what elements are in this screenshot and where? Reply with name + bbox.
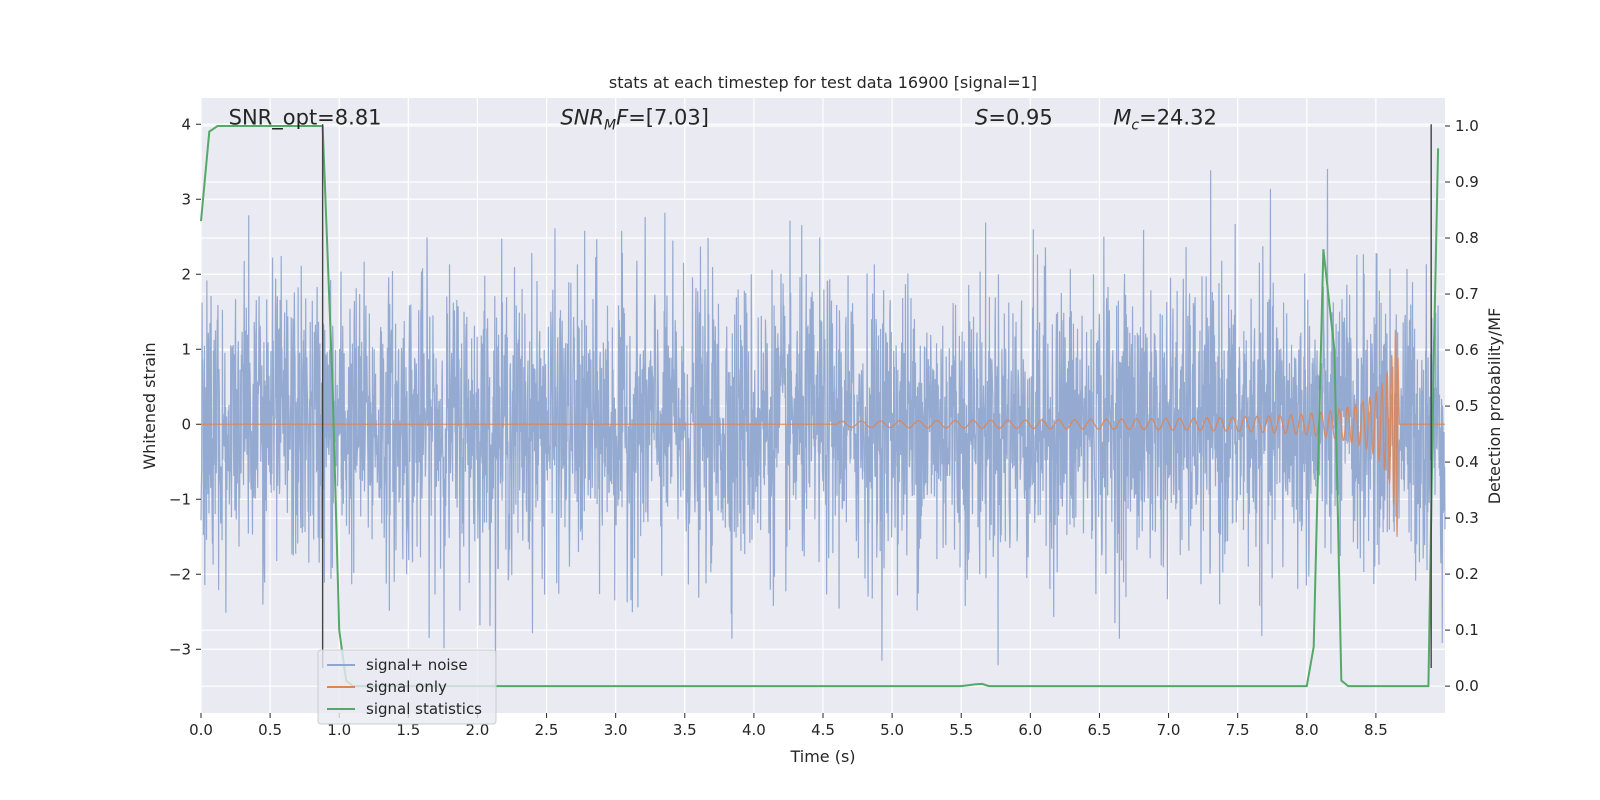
y2-axis-label: Detection probability/MF	[1485, 308, 1504, 505]
x-tick-label: 7.5	[1226, 721, 1250, 739]
y2-tick-label: 0.8	[1455, 229, 1479, 247]
y-axis-label: Whitened strain	[140, 342, 159, 469]
x-tick-label: 3.0	[604, 721, 628, 739]
x-tick-label: 5.0	[880, 721, 904, 739]
annotations: SNR_opt=8.81 SNRMF=[7.03] S=0.95 Mc=24.32	[229, 105, 1217, 133]
y-tick-label: 1	[181, 340, 191, 358]
y2-tick-label: 0.0	[1455, 677, 1479, 695]
x-tick-label: 5.5	[949, 721, 973, 739]
x-tick-label: 8.0	[1295, 721, 1319, 739]
x-tick-label: 3.5	[673, 721, 697, 739]
y2-tick-label: 0.4	[1455, 453, 1479, 471]
legend-label-noise: signal+ noise	[366, 656, 468, 674]
signal-statistics-series	[200, 125, 1440, 688]
x-tick-label: 4.5	[811, 721, 835, 739]
x-tick-label: 0.5	[258, 721, 282, 739]
y2-tick-label: 1.0	[1455, 117, 1479, 135]
y2-tick-label: 0.7	[1455, 285, 1479, 303]
annotation-2: S=0.95	[975, 105, 1053, 129]
x-tick-label: 1.0	[327, 721, 351, 739]
x-axis-label: Time (s)	[789, 747, 855, 766]
y-axis-ticks: −3 −2 −1 0 1 2 3 4	[169, 115, 201, 658]
signal-statistics-line	[200, 125, 1440, 688]
y-tick-label: 3	[181, 190, 191, 208]
y-tick-label: 0	[181, 415, 191, 433]
y2-axis-ticks: 0.0 0.1 0.2 0.3 0.4 0.5 0.6 0.7 0.8 0.9 1.0	[1445, 117, 1479, 695]
legend-label-statistics: signal statistics	[366, 700, 482, 718]
y-tick-label: −2	[169, 565, 191, 583]
x-tick-label: 2.5	[535, 721, 559, 739]
annotation-3: Mc=24.32	[1113, 105, 1217, 133]
y-tick-label: −1	[169, 490, 191, 508]
y2-tick-label: 0.9	[1455, 173, 1479, 191]
legend-box	[317, 649, 497, 725]
x-tick-label: 8.5	[1364, 721, 1388, 739]
y-tick-label: 4	[181, 115, 191, 133]
annotation-0: SNR_opt=8.81	[229, 105, 382, 130]
legend: signal+ noise signal only signal statist…	[317, 649, 497, 725]
y2-tick-label: 0.6	[1455, 341, 1479, 359]
x-tick-label: 2.0	[466, 721, 490, 739]
x-tick-label: 4.0	[742, 721, 766, 739]
y-tick-label: −3	[169, 640, 191, 658]
y2-tick-label: 0.5	[1455, 397, 1479, 415]
x-axis-ticks: 0.0 0.5 1.0 1.5 2.0 2.5 3.0 3.5 4.0 4.5 5.0 5.5 6.0 6…	[189, 713, 1388, 739]
signal-only-line	[201, 329, 1445, 537]
x-tick-label: 1.5	[396, 721, 420, 739]
x-tick-label: 6.5	[1088, 721, 1112, 739]
y2-tick-label: 0.1	[1455, 621, 1479, 639]
y2-tick-label: 0.2	[1455, 565, 1479, 583]
signal-only-series	[201, 329, 1445, 537]
x-tick-label: 6.0	[1018, 721, 1042, 739]
chart-title: stats at each timestep for test data 169…	[609, 73, 1037, 92]
x-tick-label: 7.0	[1157, 721, 1181, 739]
y-tick-label: 2	[181, 265, 191, 283]
legend-label-signal: signal only	[366, 678, 447, 696]
vertical-markers	[321, 124, 1432, 668]
annotation-1: SNRMF=[7.03]	[560, 105, 709, 133]
x-tick-label: 0.0	[189, 721, 213, 739]
y2-tick-label: 0.3	[1455, 509, 1479, 527]
